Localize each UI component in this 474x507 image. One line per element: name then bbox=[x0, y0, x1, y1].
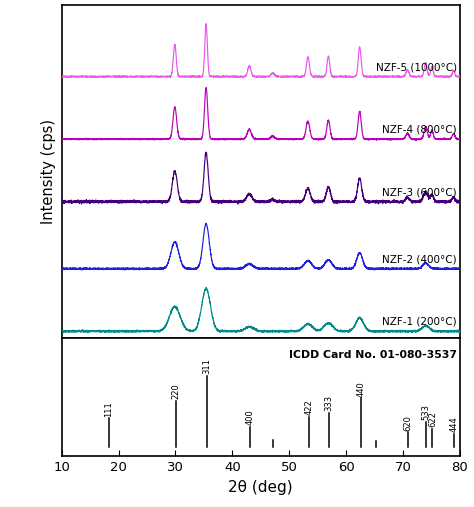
Text: 620: 620 bbox=[403, 415, 412, 431]
Text: NZF-5 (1000°C): NZF-5 (1000°C) bbox=[376, 62, 457, 72]
Text: 440: 440 bbox=[356, 381, 365, 397]
Text: 111: 111 bbox=[104, 401, 113, 417]
Text: NZF-2 (400°C): NZF-2 (400°C) bbox=[383, 254, 457, 264]
Text: 333: 333 bbox=[325, 395, 333, 411]
Y-axis label: Intensity (cps): Intensity (cps) bbox=[41, 119, 56, 224]
Text: 220: 220 bbox=[172, 383, 181, 399]
Text: 622: 622 bbox=[428, 412, 437, 427]
Text: NZF-1 (200°C): NZF-1 (200°C) bbox=[383, 317, 457, 327]
Text: 311: 311 bbox=[202, 358, 211, 374]
Text: NZF-3 (600°C): NZF-3 (600°C) bbox=[383, 187, 457, 197]
Text: NZF-4 (800°C): NZF-4 (800°C) bbox=[383, 125, 457, 135]
X-axis label: 2θ (deg): 2θ (deg) bbox=[228, 480, 293, 495]
Text: 422: 422 bbox=[305, 400, 313, 415]
Text: 533: 533 bbox=[421, 404, 430, 420]
Text: ICDD Card No. 01-080-3537: ICDD Card No. 01-080-3537 bbox=[289, 350, 456, 360]
Text: 400: 400 bbox=[246, 410, 255, 425]
Text: 444: 444 bbox=[450, 417, 458, 432]
